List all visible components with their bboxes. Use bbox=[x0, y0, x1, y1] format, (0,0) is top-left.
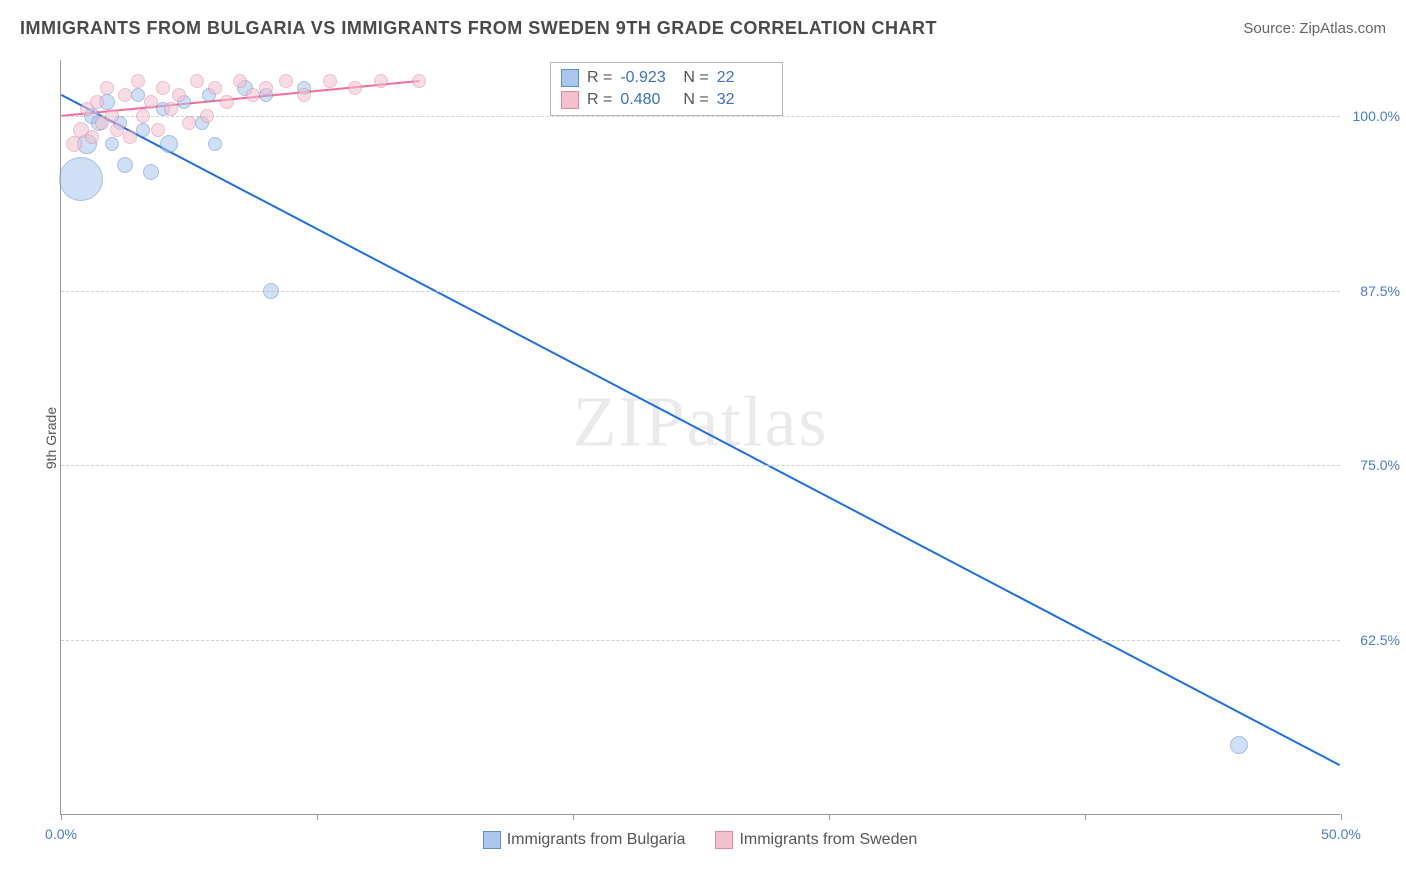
swatch-icon bbox=[715, 831, 733, 849]
data-point bbox=[412, 74, 426, 88]
y-tick-label: 100.0% bbox=[1345, 108, 1400, 124]
data-point bbox=[105, 109, 119, 123]
chart-header: IMMIGRANTS FROM BULGARIA VS IMMIGRANTS F… bbox=[20, 18, 1386, 39]
legend-label: Immigrants from Bulgaria bbox=[507, 831, 686, 849]
x-tick bbox=[317, 814, 318, 820]
data-point bbox=[279, 74, 293, 88]
x-tick bbox=[573, 814, 574, 820]
data-point bbox=[190, 74, 204, 88]
data-point bbox=[105, 137, 119, 151]
data-point bbox=[208, 81, 222, 95]
legend-item-sweden: Immigrants from Sweden bbox=[715, 831, 917, 849]
data-point bbox=[164, 102, 178, 116]
data-point bbox=[348, 81, 362, 95]
data-point bbox=[233, 74, 247, 88]
y-tick-label: 62.5% bbox=[1345, 632, 1400, 648]
data-point bbox=[259, 81, 273, 95]
source-attribution: Source: ZipAtlas.com bbox=[1243, 20, 1386, 37]
data-point bbox=[131, 74, 145, 88]
correlation-legend: R = -0.923 N = 22 R = 0.480 N = 32 bbox=[550, 62, 783, 116]
data-point bbox=[200, 109, 214, 123]
data-point bbox=[1230, 736, 1248, 754]
legend-row: R = -0.923 N = 22 bbox=[561, 67, 772, 89]
x-tick bbox=[1341, 814, 1342, 820]
gridline bbox=[61, 465, 1340, 466]
y-tick-label: 75.0% bbox=[1345, 457, 1400, 473]
x-tick bbox=[1085, 814, 1086, 820]
n-value: 22 bbox=[717, 69, 772, 87]
y-axis-label: 9th Grade bbox=[43, 406, 59, 468]
data-point bbox=[182, 116, 196, 130]
data-point bbox=[85, 130, 99, 144]
trend-lines bbox=[61, 60, 1340, 814]
data-point bbox=[117, 157, 133, 173]
x-tick bbox=[61, 814, 62, 820]
legend-item-bulgaria: Immigrants from Bulgaria bbox=[483, 831, 686, 849]
legend-row: R = 0.480 N = 32 bbox=[561, 89, 772, 111]
data-point bbox=[263, 283, 279, 299]
data-point bbox=[118, 88, 132, 102]
watermark: ZIPatlas bbox=[573, 380, 829, 463]
swatch-icon bbox=[483, 831, 501, 849]
bottom-legend: Immigrants from Bulgaria Immigrants from… bbox=[60, 831, 1340, 849]
r-value: -0.923 bbox=[620, 69, 675, 87]
data-point bbox=[123, 130, 137, 144]
data-point bbox=[220, 95, 234, 109]
data-point bbox=[151, 123, 165, 137]
gridline bbox=[61, 116, 1340, 117]
r-value: 0.480 bbox=[620, 91, 675, 109]
chart-title: IMMIGRANTS FROM BULGARIA VS IMMIGRANTS F… bbox=[20, 18, 937, 39]
data-point bbox=[136, 109, 150, 123]
gridline bbox=[61, 640, 1340, 641]
source-prefix: Source: bbox=[1243, 20, 1299, 37]
data-point bbox=[143, 164, 159, 180]
data-point bbox=[323, 74, 337, 88]
swatch-icon bbox=[561, 91, 579, 109]
data-point bbox=[172, 88, 186, 102]
data-point bbox=[136, 123, 150, 137]
swatch-icon bbox=[561, 69, 579, 87]
data-point bbox=[144, 95, 158, 109]
data-point bbox=[160, 135, 178, 153]
y-tick-label: 87.5% bbox=[1345, 283, 1400, 299]
data-point bbox=[66, 136, 82, 152]
n-label: N = bbox=[683, 69, 708, 87]
data-point bbox=[208, 137, 222, 151]
data-point bbox=[100, 81, 114, 95]
data-point bbox=[374, 74, 388, 88]
data-point bbox=[59, 157, 103, 201]
data-point bbox=[156, 81, 170, 95]
source-link[interactable]: ZipAtlas.com bbox=[1299, 20, 1386, 37]
n-value: 32 bbox=[717, 91, 772, 109]
watermark-text: ZIPatlas bbox=[573, 381, 829, 461]
plot-region: ZIPatlas 62.5%75.0%87.5%100.0%0.0%50.0% bbox=[60, 60, 1340, 815]
chart-area: 9th Grade ZIPatlas 62.5%75.0%87.5%100.0%… bbox=[60, 60, 1340, 815]
n-label: N = bbox=[683, 91, 708, 109]
r-label: R = bbox=[587, 91, 612, 109]
data-point bbox=[90, 95, 104, 109]
x-tick bbox=[829, 814, 830, 820]
data-point bbox=[297, 88, 311, 102]
r-label: R = bbox=[587, 69, 612, 87]
data-point bbox=[246, 88, 260, 102]
gridline bbox=[61, 291, 1340, 292]
legend-label: Immigrants from Sweden bbox=[739, 831, 917, 849]
